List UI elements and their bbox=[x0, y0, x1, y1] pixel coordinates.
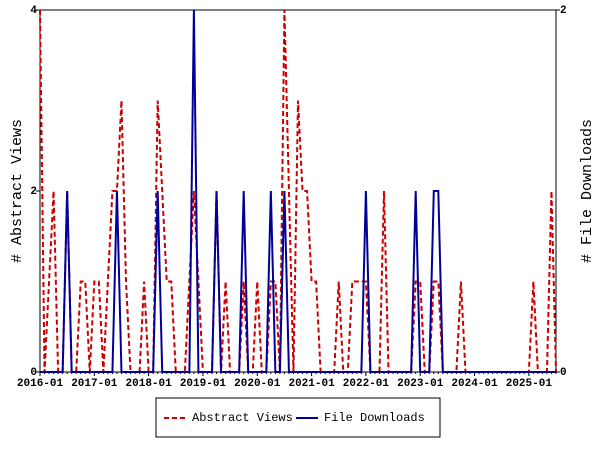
x-tick-label: 2018-01 bbox=[126, 378, 173, 390]
x-tick-label: 2023-01 bbox=[397, 378, 444, 390]
y2-tick-label: 0 bbox=[560, 367, 567, 379]
y-axis-title: # Abstract Views bbox=[9, 119, 26, 263]
data-line bbox=[40, 9, 556, 373]
x-tick-label: 2016-01 bbox=[17, 378, 64, 390]
x-tick-label: 2017-01 bbox=[71, 378, 118, 390]
x-tick-label: 2019-01 bbox=[180, 378, 227, 390]
x-tick-label: 2024-01 bbox=[451, 378, 498, 390]
y-tick-label: 0 bbox=[30, 367, 37, 379]
y-tick-label: 4 bbox=[30, 5, 37, 17]
y2-tick-label: 2 bbox=[560, 5, 567, 17]
x-tick-label: 2021-01 bbox=[288, 378, 335, 390]
x-tick-label: 2022-01 bbox=[343, 378, 390, 390]
data-line bbox=[39, 9, 557, 373]
x-tick-label: 2020-01 bbox=[234, 378, 281, 390]
x-tick-label: 2025-01 bbox=[506, 378, 553, 390]
legend-label: File Downloads bbox=[324, 411, 425, 425]
legend-label: Abstract Views bbox=[192, 411, 293, 425]
y-tick-label: 2 bbox=[30, 186, 37, 198]
y2-axis-title: # File Downloads bbox=[579, 119, 596, 263]
